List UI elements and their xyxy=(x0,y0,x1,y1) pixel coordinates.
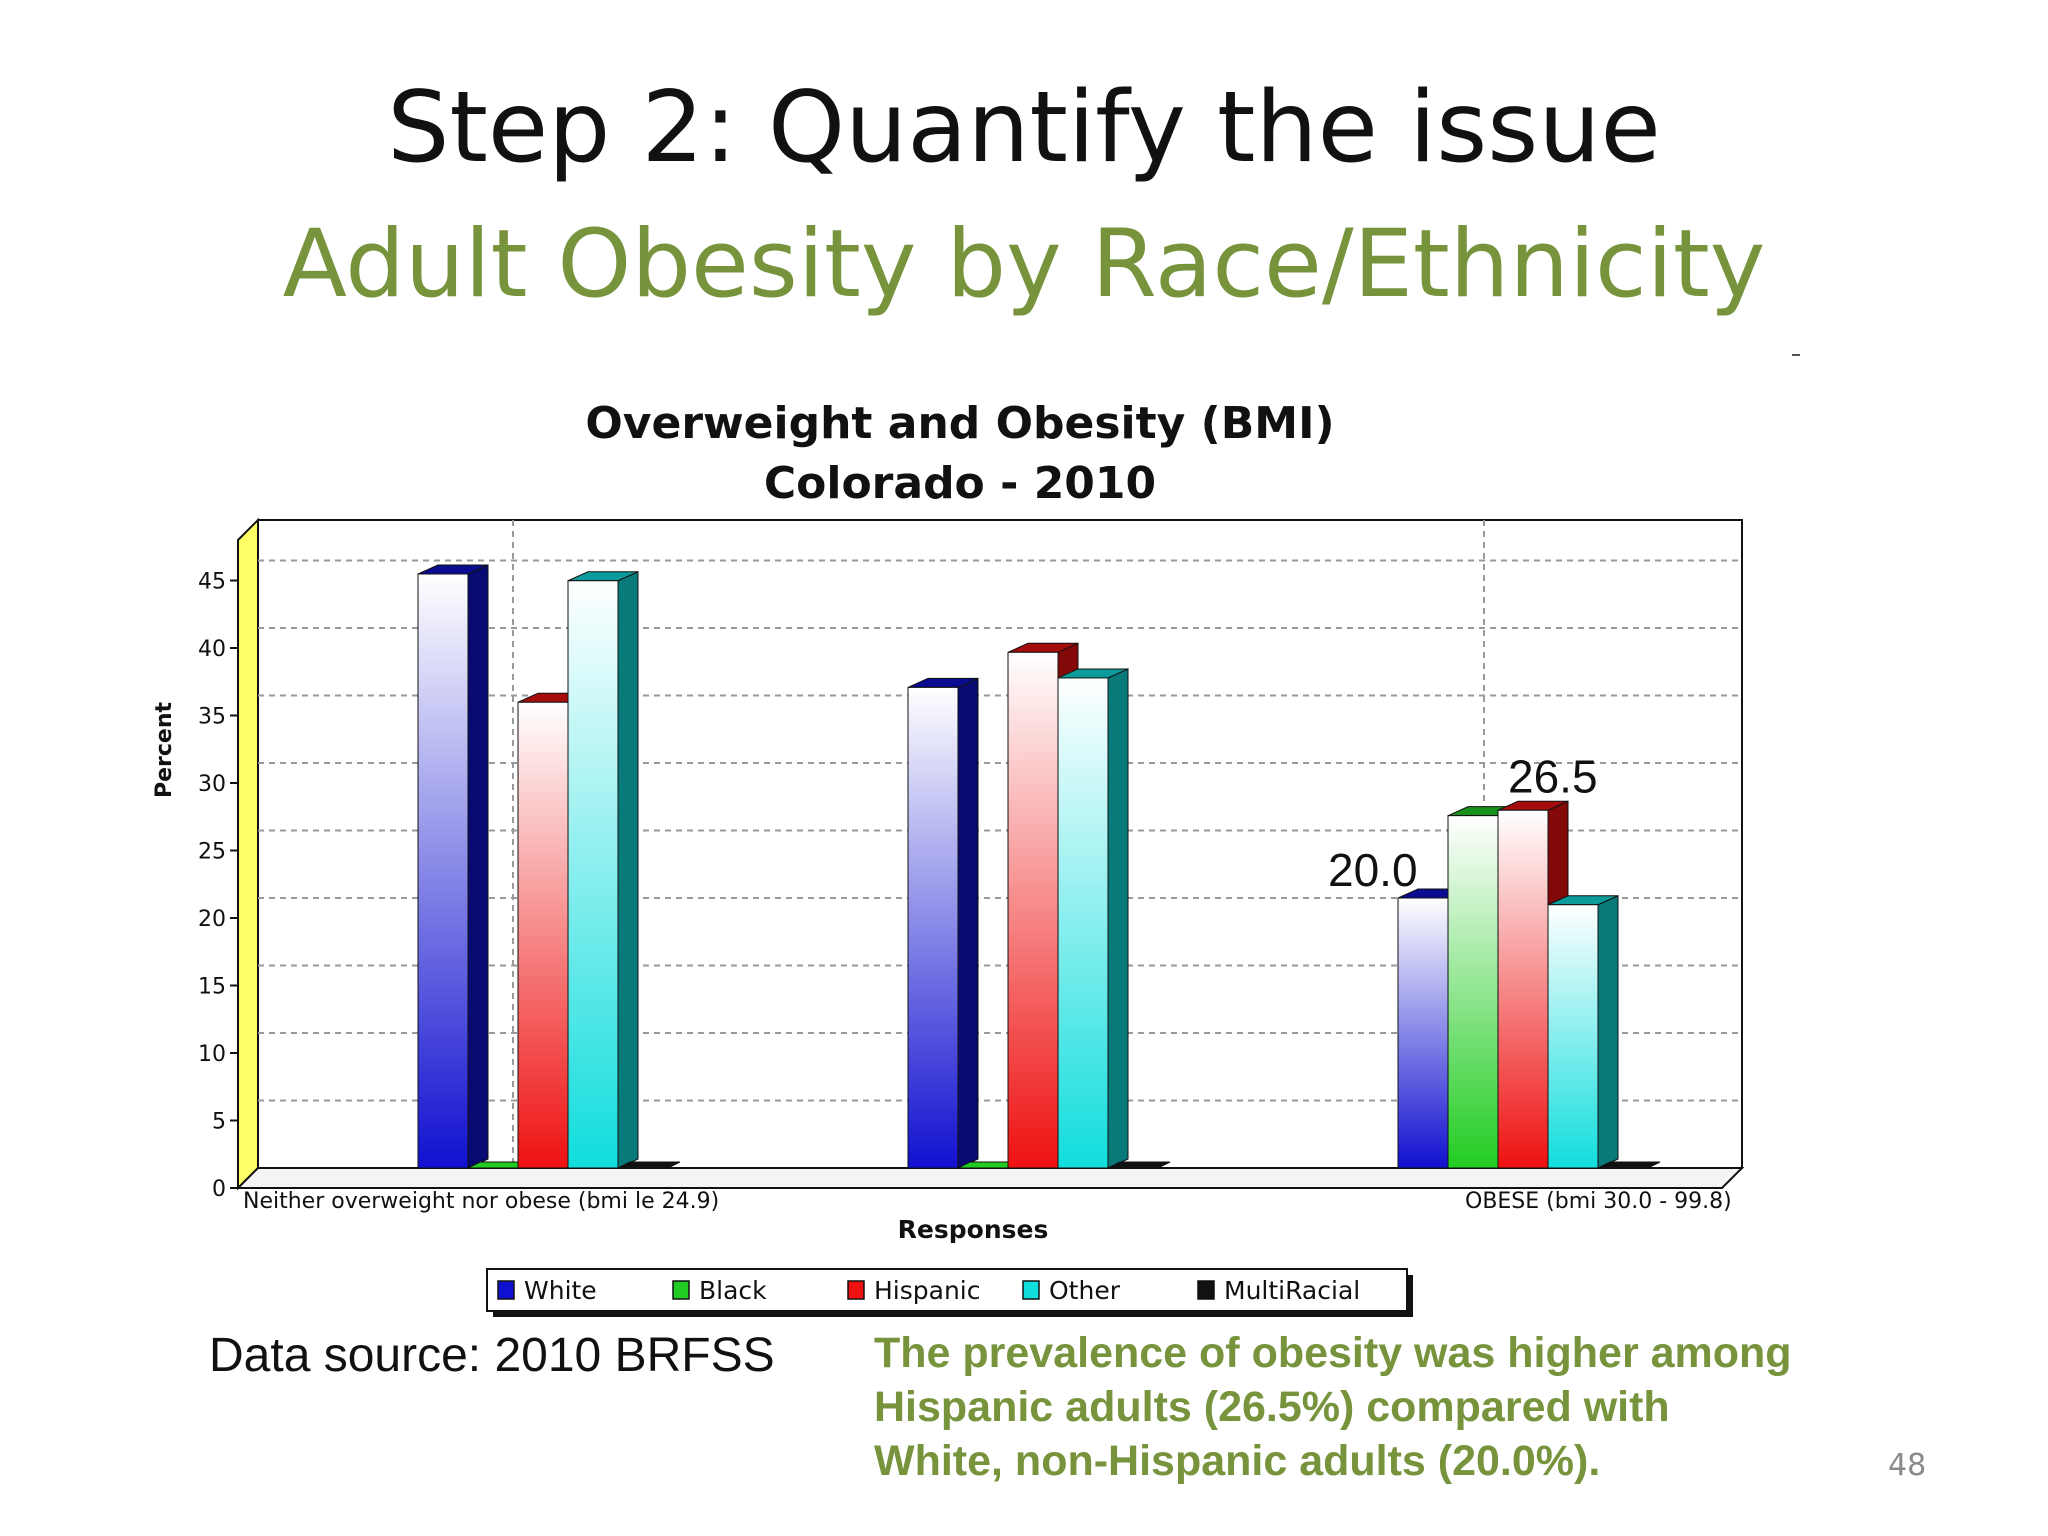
bar-front xyxy=(517,701,569,1169)
bar-other-0 xyxy=(567,570,639,1169)
bar-white-1 xyxy=(907,677,979,1169)
legend-label: Black xyxy=(699,1276,767,1305)
x-tick-label: Neither overweight nor obese (bmi le 24.… xyxy=(243,1189,719,1214)
bar-multiracial-0 xyxy=(617,1161,681,1169)
slide-subtitle: Adult Obesity by Race/Ethnicity xyxy=(282,210,1766,319)
legend-swatch xyxy=(497,1280,515,1300)
callout-line-2: Hispanic adults (26.5%) compared with xyxy=(874,1383,1670,1431)
legend-swatch xyxy=(1022,1280,1040,1300)
legend-label: Hispanic xyxy=(874,1276,981,1305)
left-wall xyxy=(237,517,259,1191)
decorative-dash xyxy=(1792,354,1800,356)
bar-multiracial-2 xyxy=(1597,1161,1661,1169)
legend-swatch xyxy=(1197,1280,1215,1300)
y-tick-label: 25 xyxy=(198,840,226,865)
legend-label: MultiRacial xyxy=(1224,1276,1360,1305)
bar-other-2 xyxy=(1547,894,1619,1169)
bar-zero xyxy=(1107,1161,1171,1169)
legend-box xyxy=(486,1268,1408,1312)
bar-front xyxy=(1057,677,1109,1169)
floor xyxy=(235,1167,1745,1189)
y-tick-label: 45 xyxy=(198,570,226,595)
legend-swatch xyxy=(672,1280,690,1300)
slide-title: Step 2: Quantify the issue xyxy=(387,71,1661,185)
bar-front xyxy=(1447,815,1499,1169)
legend-label: White xyxy=(524,1276,597,1305)
y-tick-label: 5 xyxy=(212,1110,226,1135)
bar-front xyxy=(1007,651,1059,1169)
bar-side xyxy=(1597,894,1619,1169)
callout-line-3: White, non-Hispanic adults (20.0%). xyxy=(874,1437,1601,1485)
bar-side xyxy=(1107,668,1129,1169)
bar-other-1 xyxy=(1057,668,1129,1169)
y-tick-label: 10 xyxy=(198,1042,226,1067)
bar-side xyxy=(617,570,639,1169)
bar-front xyxy=(1397,897,1449,1169)
legend: White Black Hispanic Other MultiRacial xyxy=(486,1268,1413,1317)
legend-item-hispanic: Hispanic xyxy=(847,1276,981,1305)
y-tick-label: 20 xyxy=(198,907,226,932)
data-label-white: 20.0 xyxy=(1328,844,1418,896)
bar-front xyxy=(567,580,619,1169)
bar-zero xyxy=(1597,1161,1661,1169)
chart-title: Overweight and Obesity (BMI) xyxy=(585,398,1334,449)
data-label-hispanic: 26.5 xyxy=(1508,750,1598,802)
x-axis-label: Responses xyxy=(898,1215,1049,1244)
bar-front xyxy=(907,686,959,1169)
y-tick-label: 15 xyxy=(198,975,226,1000)
y-axis-label: Percent xyxy=(152,702,177,799)
bar-side xyxy=(957,677,979,1169)
page-number: 48 xyxy=(1888,1448,1927,1483)
chart-subtitle: Colorado - 2010 xyxy=(764,458,1156,509)
legend-label: Other xyxy=(1049,1276,1121,1305)
data-source-note: Data source: 2010 BRFSS xyxy=(209,1329,775,1382)
callout-text: The prevalence of obesity was higher amo… xyxy=(874,1326,1974,1488)
bar-side xyxy=(467,564,489,1169)
y-tick-label: 0 xyxy=(212,1177,226,1202)
legend-item-multiracial: MultiRacial xyxy=(1197,1276,1360,1305)
legend-item-other: Other xyxy=(1022,1276,1121,1305)
bar-front xyxy=(1547,904,1599,1169)
plot-area: 0 5 10 15 20 25 30 35 40 45 Neither overweight nor… xyxy=(198,517,1745,1214)
callout-line-1: The prevalence of obesity was higher amo… xyxy=(874,1329,1792,1377)
bar-zero xyxy=(617,1161,681,1169)
legend-swatch xyxy=(847,1280,865,1300)
y-tick-label: 35 xyxy=(198,705,226,730)
legend-item-white: White xyxy=(497,1276,597,1305)
bar-multiracial-1 xyxy=(1107,1161,1171,1169)
bar-front xyxy=(1497,809,1549,1169)
bar-front xyxy=(417,573,469,1169)
legend-item-black: Black xyxy=(672,1276,767,1305)
y-tick-label: 40 xyxy=(198,637,226,662)
y-tick-label: 30 xyxy=(198,772,226,797)
bar-chart: Overweight and Obesity (BMI) Colorado - … xyxy=(152,398,1745,1317)
x-tick-label: OBESE (bmi 30.0 - 99.8) xyxy=(1465,1189,1732,1214)
bar-white-0 xyxy=(417,564,489,1169)
